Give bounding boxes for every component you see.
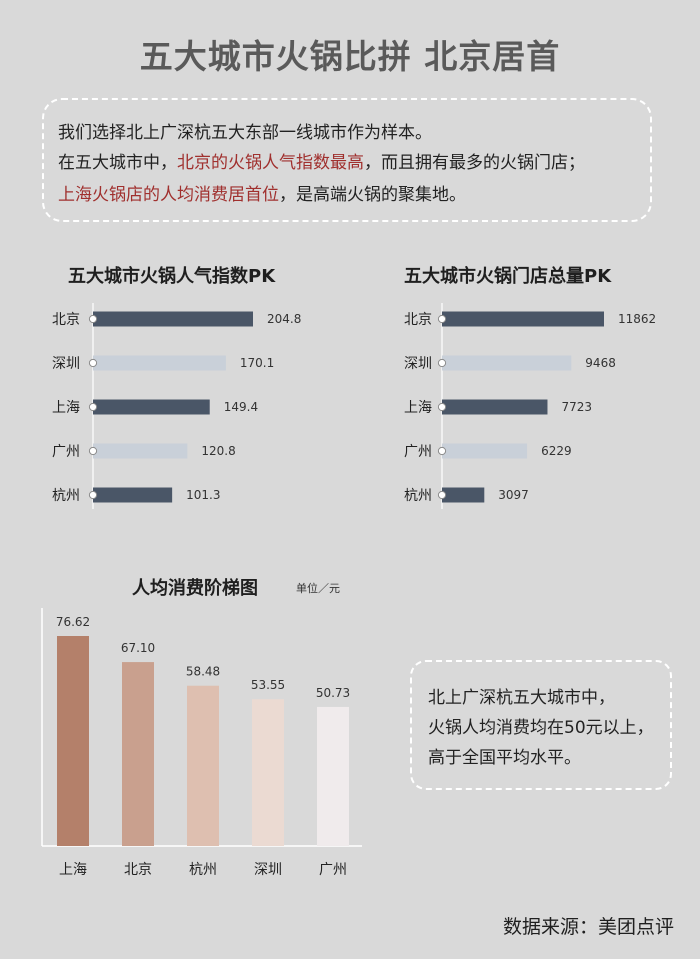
tick-label: 深圳 bbox=[52, 356, 80, 372]
data-source: 数据来源：美团点评 bbox=[502, 916, 674, 938]
intro-line-2: 在五大城市中，北京的火锅人气指数最高，而且拥有最多的火锅门店； bbox=[58, 148, 585, 173]
stores-chart-title: 五大城市火锅门店总量PK bbox=[404, 266, 612, 287]
axis-marker bbox=[437, 490, 447, 500]
bar bbox=[93, 443, 188, 459]
axis-marker bbox=[437, 446, 447, 456]
spending-chart-title: 人均消费阶梯图 bbox=[132, 578, 258, 599]
tick-label: 广州 bbox=[52, 444, 80, 460]
spending-chart: 76.62 上海 67.10 北京 58.48 杭州 53.55 深圳 50.73 广州 bbox=[41, 608, 362, 878]
bar bbox=[442, 443, 528, 459]
data-label: 120.8 bbox=[201, 444, 235, 458]
tick-label: 北京 bbox=[52, 312, 80, 328]
tick-label: 上海 bbox=[59, 862, 87, 878]
tick-label: 北京 bbox=[404, 312, 432, 328]
tick-label: 杭州 bbox=[189, 862, 217, 878]
tick-label: 上海 bbox=[404, 400, 432, 416]
bar bbox=[442, 355, 572, 371]
intro-line-3: 上海火锅店的人均消费居首位，是高端火锅的聚集地。 bbox=[58, 180, 466, 205]
intro-highlight-shanghai: 上海火锅店的人均消费居首位 bbox=[58, 185, 279, 205]
bar bbox=[93, 311, 253, 327]
data-label: 3097 bbox=[498, 488, 529, 502]
axis-marker bbox=[437, 314, 447, 324]
tick-label: 深圳 bbox=[404, 356, 432, 372]
data-label: 9468 bbox=[585, 356, 616, 370]
page-title: 五大城市火锅比拼 北京居首 bbox=[139, 37, 561, 76]
spending-unit-label: 单位／元 bbox=[296, 582, 340, 595]
bar bbox=[442, 399, 548, 415]
bar bbox=[57, 636, 89, 846]
bar bbox=[442, 311, 604, 327]
data-label: 67.10 bbox=[121, 641, 155, 655]
intro-line-1: 我们选择北上广深杭五大东部一线城市作为样本。 bbox=[58, 123, 432, 143]
axis-marker bbox=[88, 402, 98, 412]
tick-label: 广州 bbox=[319, 862, 347, 878]
data-label: 6229 bbox=[541, 444, 572, 458]
intro-highlight-beijing: 北京的火锅人气指数最高 bbox=[177, 153, 364, 173]
bar bbox=[252, 699, 284, 846]
intro-line-2-a: 在五大城市中， bbox=[58, 153, 177, 173]
data-label: 11862 bbox=[618, 312, 656, 326]
tick-label: 北京 bbox=[124, 862, 152, 878]
bar bbox=[187, 685, 219, 846]
note-line-3: 高于全国平均水平。 bbox=[428, 748, 581, 768]
note-box bbox=[410, 660, 672, 790]
bar bbox=[93, 399, 210, 415]
data-label: 58.48 bbox=[186, 665, 220, 679]
data-label: 53.55 bbox=[251, 678, 285, 692]
bar bbox=[93, 487, 173, 503]
intro-line-3-b: ，是高端火锅的聚集地。 bbox=[279, 185, 466, 205]
axis-marker bbox=[437, 402, 447, 412]
bar bbox=[317, 706, 349, 846]
axis-marker bbox=[88, 490, 98, 500]
tick-label: 杭州 bbox=[404, 488, 432, 504]
popularity-chart: 北京 204.8 深圳 170.1 上海 149.4 广州 120.8 杭州 101.3 bbox=[52, 303, 301, 509]
axis-marker bbox=[88, 314, 98, 324]
data-label: 170.1 bbox=[240, 356, 274, 370]
stores-chart: 北京 11862 深圳 9468 上海 7723 广州 6229 杭州 3097 bbox=[404, 303, 656, 509]
note-line-2: 火锅人均消费均在50元以上， bbox=[428, 718, 654, 738]
axis-marker bbox=[88, 446, 98, 456]
bar bbox=[93, 355, 226, 371]
intro-box bbox=[42, 98, 652, 222]
tick-label: 上海 bbox=[52, 400, 80, 416]
data-label: 7723 bbox=[561, 400, 592, 414]
data-label: 76.62 bbox=[56, 615, 90, 629]
note-line-1: 北上广深杭五大城市中， bbox=[428, 688, 615, 708]
tick-label: 深圳 bbox=[254, 862, 282, 878]
bar bbox=[442, 487, 485, 503]
popularity-chart-title: 五大城市火锅人气指数PK bbox=[68, 266, 276, 287]
data-label: 101.3 bbox=[186, 488, 220, 502]
tick-label: 广州 bbox=[404, 444, 432, 460]
data-label: 149.4 bbox=[224, 400, 258, 414]
tick-label: 杭州 bbox=[52, 488, 80, 504]
data-label: 50.73 bbox=[316, 686, 350, 700]
bar bbox=[122, 662, 154, 846]
data-label: 204.8 bbox=[267, 312, 301, 326]
axis-marker bbox=[437, 358, 447, 368]
axis-marker bbox=[88, 358, 98, 368]
intro-line-2-c: ，而且拥有最多的火锅门店； bbox=[364, 153, 585, 173]
